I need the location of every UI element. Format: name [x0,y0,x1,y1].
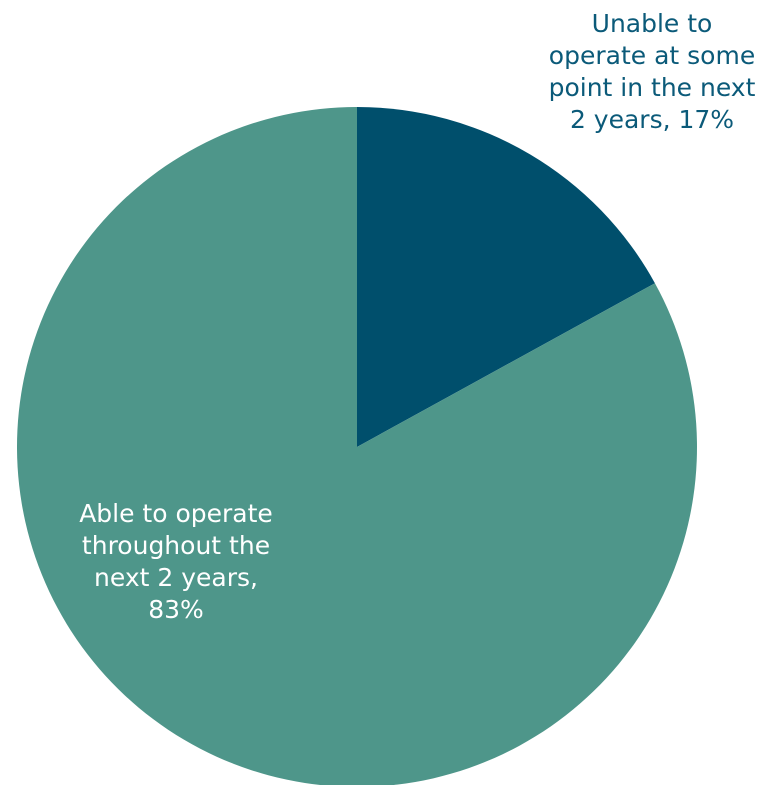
data-label-line: Able to operate [79,499,273,528]
pie-slices [16,107,697,785]
data-label-line: 2 years, 17% [570,105,734,134]
data-label-line: throughout the [82,531,270,560]
pie-data-labels: Unable to operate at some point in the nex… [79,9,755,624]
data-label-line: next 2 years, [94,563,258,592]
pie-slice-unable-to-operate [357,107,655,447]
data-label-line: point in the next [549,73,756,102]
pie-slice-able-to-operate [16,107,697,785]
data-label-line: operate at some [549,41,755,70]
data-label-able-to-operate: Able to operate throughout the next 2 year… [79,499,273,624]
data-label-unable-to-operate: Unable to operate at some point in the nex… [549,9,756,134]
data-label-line: 83% [148,595,204,624]
data-label-line: Unable to [592,9,713,38]
